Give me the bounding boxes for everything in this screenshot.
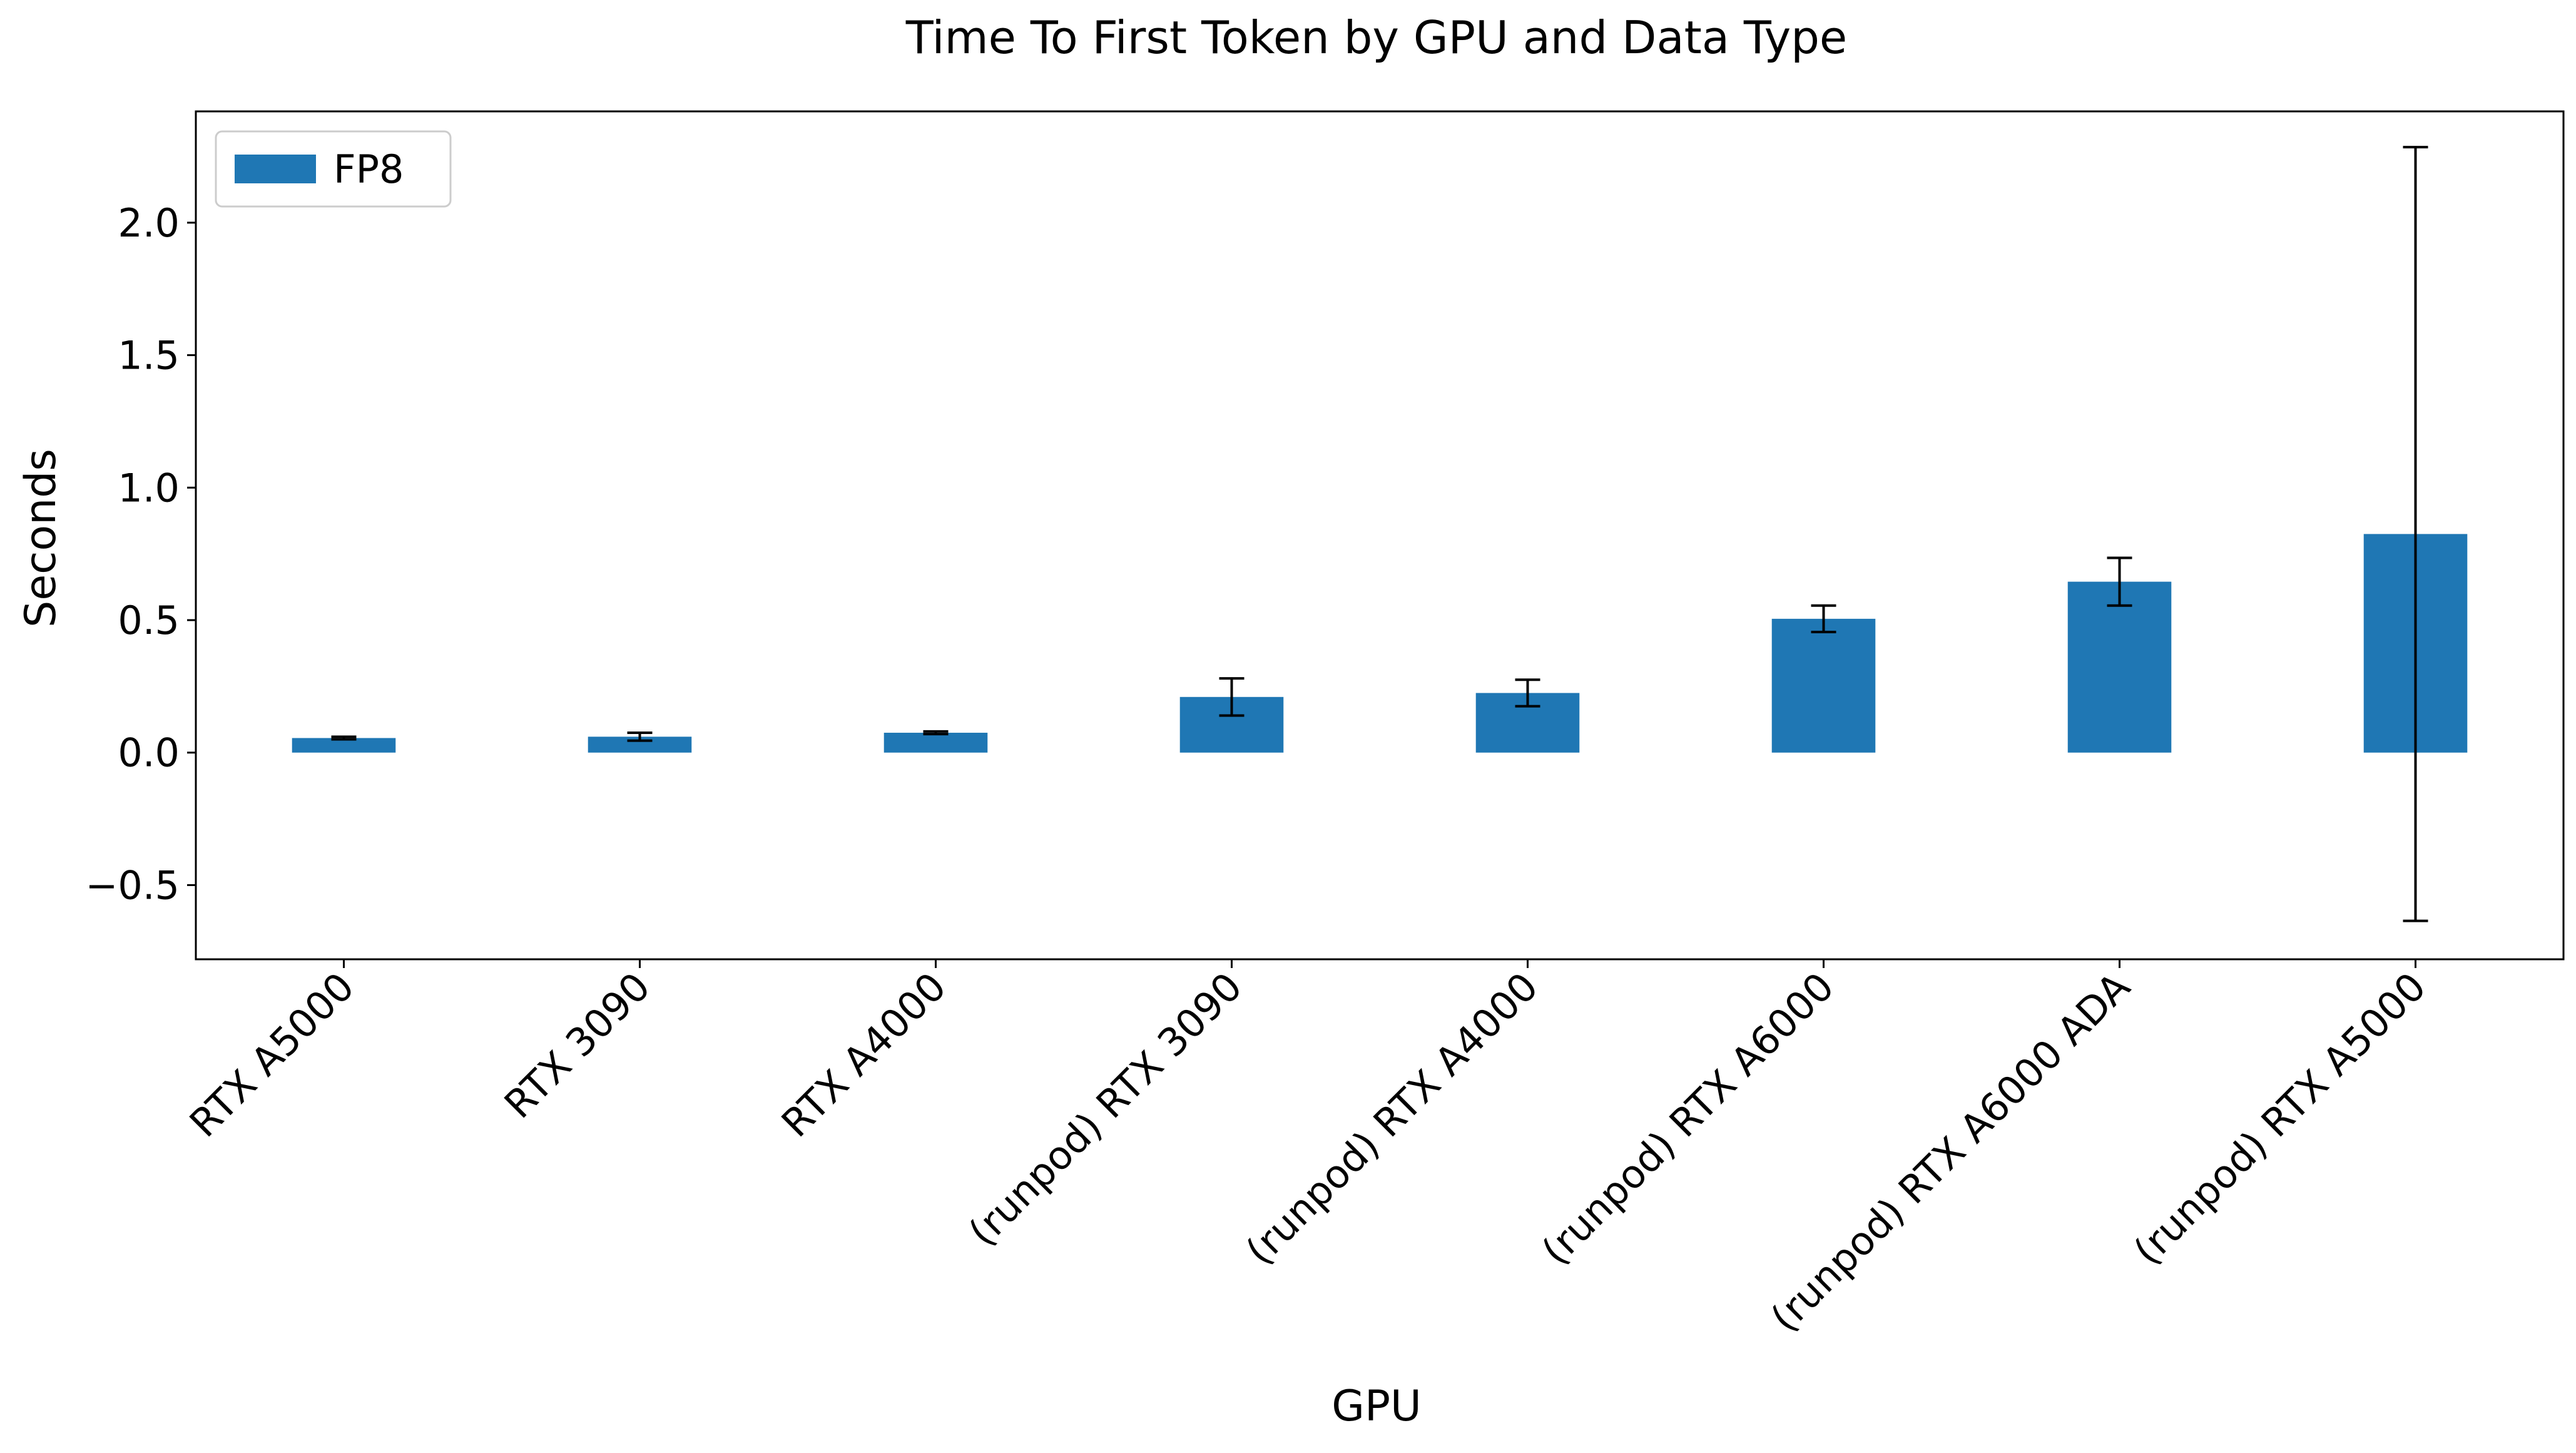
y-axis-label: Seconds bbox=[16, 449, 66, 628]
x-tick-label: RTX 3090 bbox=[496, 964, 659, 1127]
legend-box bbox=[215, 130, 452, 208]
legend-label: FP8 bbox=[333, 146, 404, 192]
x-tick-label: RTX A5000 bbox=[181, 964, 363, 1146]
x-tick-label: (runpod) RTX A4000 bbox=[1237, 964, 1547, 1273]
y-tick-label: 0.0 bbox=[118, 730, 180, 776]
x-tick-label: (runpod) RTX 3090 bbox=[960, 964, 1251, 1255]
y-tick-label: 0.5 bbox=[118, 598, 180, 643]
bar bbox=[292, 738, 396, 753]
bar bbox=[883, 732, 988, 753]
errorbars-layer bbox=[331, 146, 2428, 922]
y-tick-label: 1.5 bbox=[118, 333, 180, 379]
x-axis: RTX A5000 RTX 3090 RTX A4000 (runpod) RTX 3… bbox=[181, 959, 2435, 1340]
legend: FP8 bbox=[215, 130, 452, 208]
y-axis: −0.5 0.0 0.5 1.0 1.5 2.0 bbox=[85, 200, 196, 908]
bar bbox=[2067, 581, 2172, 753]
x-tick-label: (runpod) RTX A6000 bbox=[1533, 964, 1843, 1273]
x-tick-label: (runpod) RTX A5000 bbox=[2125, 964, 2435, 1273]
x-tick-label: RTX A4000 bbox=[773, 964, 955, 1146]
bars-layer bbox=[292, 534, 2468, 753]
legend-swatch bbox=[235, 155, 316, 183]
y-tick-label: −0.5 bbox=[85, 862, 180, 908]
x-axis-label: GPU bbox=[1331, 1382, 1421, 1431]
y-tick-label: 1.0 bbox=[118, 465, 180, 511]
chart-title: Time To First Token by GPU and Data Type bbox=[905, 11, 1847, 64]
plot-frame bbox=[195, 110, 2565, 961]
bar bbox=[1771, 618, 1876, 753]
y-tick-label: 2.0 bbox=[118, 200, 180, 246]
